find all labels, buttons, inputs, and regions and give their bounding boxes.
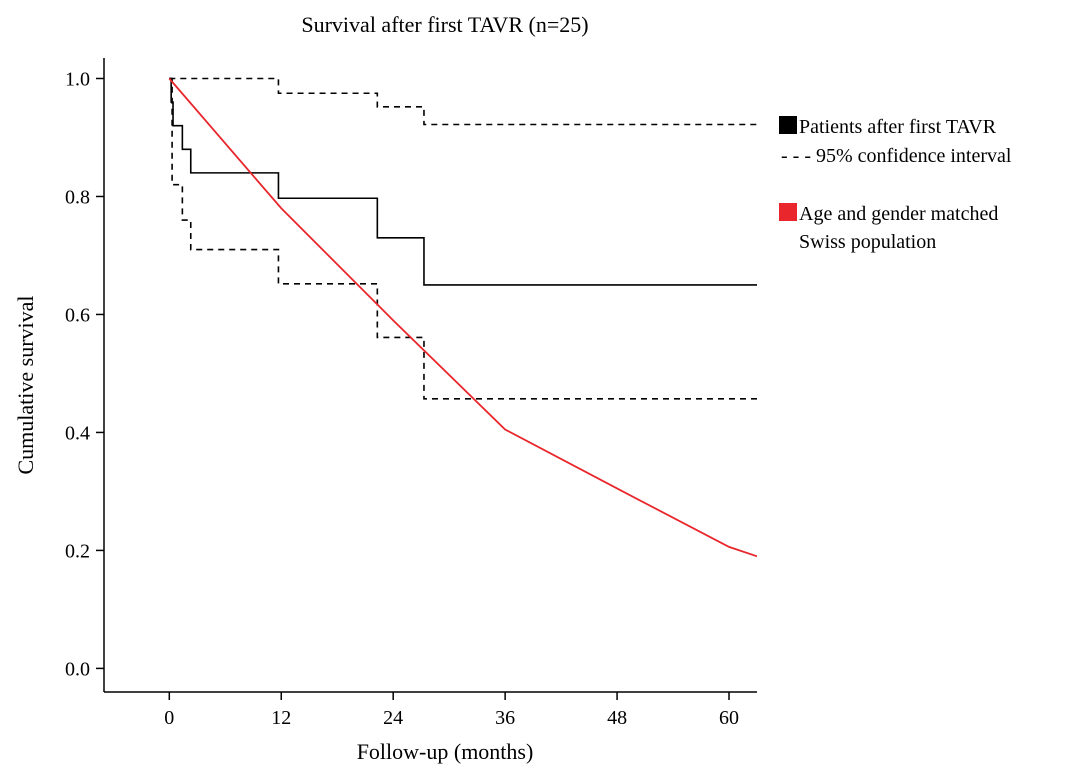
x-tick-label: 60 (719, 707, 739, 729)
x-tick-label: 12 (271, 707, 291, 729)
legend-swatch-swiss (779, 203, 797, 221)
chart-title: Survival after first TAVR (n=25) (301, 12, 588, 37)
swiss-population-line (168, 77, 758, 558)
legend: Patients after first TAVR - - - 95% confi… (779, 116, 1012, 253)
x-tick-label: 36 (495, 707, 515, 729)
legend-swatch-tavr (779, 116, 797, 134)
y-tick-label: 1.0 (65, 68, 90, 90)
legend-label-swiss-1: Age and gender matched (799, 203, 998, 225)
series-layer (168, 77, 758, 558)
legend-label-tavr: Patients after first TAVR (799, 116, 997, 138)
y-tick-label: 0.4 (65, 422, 90, 444)
y-tick-label: 0.0 (65, 658, 90, 680)
legend-label-ci: - - - 95% confidence interval (781, 145, 1012, 167)
ci-lower-line (169, 77, 757, 400)
x-tick-label: 0 (164, 707, 174, 729)
legend-label-swiss-2: Swiss population (799, 231, 936, 253)
ci-upper-line (169, 77, 757, 126)
axes: 0.0 0.2 0.4 0.6 0.8 1.0 0 12 24 36 48 60 (65, 58, 757, 729)
y-tick-label: 0.6 (65, 304, 90, 326)
x-tick-label: 24 (383, 707, 403, 729)
x-axis-label: Follow-up (months) (357, 739, 534, 764)
y-tick-label: 0.8 (65, 186, 90, 208)
y-tick-label: 0.2 (65, 540, 90, 562)
y-axis-label: Cumulative survival (13, 295, 38, 474)
x-tick-label: 48 (607, 707, 627, 729)
